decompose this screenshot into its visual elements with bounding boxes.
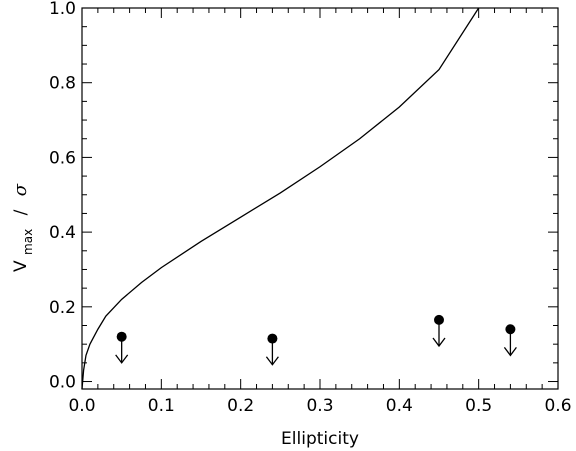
y-axis-title: V max / σ: [10, 183, 37, 272]
series-layer: [81, 7, 517, 390]
y-axis-title-main: V: [11, 260, 31, 272]
data-point: [505, 324, 516, 335]
y-axis-title-separator: /: [11, 209, 31, 215]
svg-text:V max /: V max / σ: [10, 183, 37, 272]
plot-frame: [81, 7, 559, 390]
y-axis-title-denominator: σ: [10, 183, 31, 196]
y-tick-label: 0.6: [49, 148, 76, 168]
x-tick-label: 0.0: [68, 396, 95, 416]
data-point: [116, 331, 127, 342]
x-tick-label: 0.5: [465, 396, 492, 416]
data-point: [434, 314, 444, 325]
x-tick-label: 0.1: [148, 396, 175, 416]
upper-limit-arrow-head: [265, 356, 279, 366]
upper-limit-arrow-head: [503, 346, 517, 357]
tick-labels: 0.0 0.1 0.2 0.3 0.4 0.5 0.6 0.0 0.2 0.4 0.6 0.8 1.0: [49, 0, 572, 416]
y-axis-title-subscript: max: [21, 229, 35, 255]
x-tick-label: 0.6: [544, 396, 571, 416]
data-point: [267, 333, 278, 344]
model-curve: [81, 7, 480, 390]
upper-limit-arrow-head: [432, 337, 446, 348]
y-tick-label: 0.2: [49, 298, 76, 318]
x-tick-label: 0.3: [306, 396, 333, 416]
x-axis-title: Ellipticity: [281, 429, 359, 449]
y-tick-label: 0.8: [49, 74, 76, 94]
y-tick-label: 0.0: [49, 373, 76, 393]
y-tick-label: 1.0: [49, 0, 76, 19]
axis-ticks: [81, 7, 559, 389]
x-tick-label: 0.2: [227, 396, 254, 416]
y-tick-label: 0.4: [49, 223, 76, 243]
upper-limit-arrow-head: [115, 354, 129, 364]
x-tick-label: 0.4: [386, 396, 413, 416]
